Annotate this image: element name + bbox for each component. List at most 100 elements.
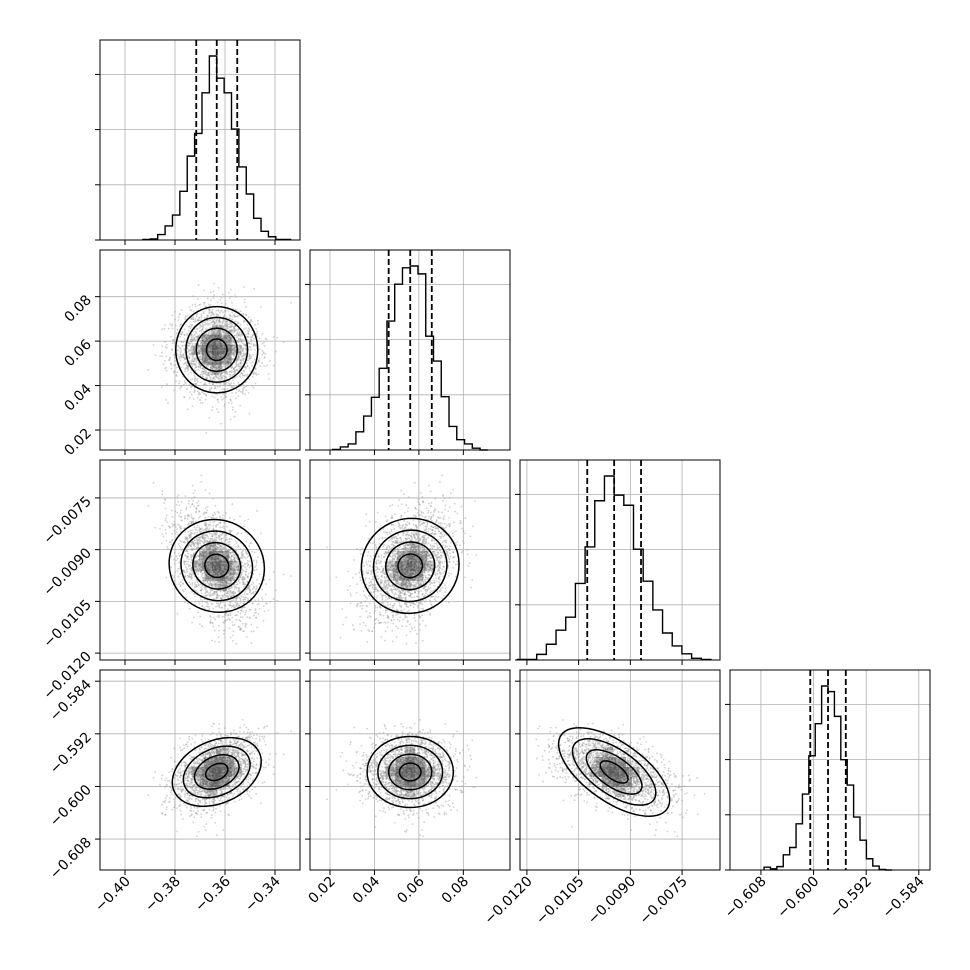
sample-point [221,581,224,584]
sample-point [207,314,210,317]
density-block [201,334,212,345]
sample-point [425,550,428,553]
sample-point [214,340,217,343]
sample-point [213,539,216,541]
sample-point [198,546,200,549]
sample-point [216,373,219,376]
sample-point [216,357,219,360]
sample-point [424,554,427,556]
sample-point [441,568,443,571]
sample-point [407,563,409,566]
sample-point [182,590,185,593]
sample-point [250,592,253,595]
sample-point [223,578,226,581]
sample-point [218,629,221,632]
sample-point [224,563,227,566]
sample-point [247,587,249,589]
sample-point [222,561,225,564]
sample-point [228,336,231,339]
sample-point [186,563,188,565]
sample-point [241,374,244,377]
sample-point [187,556,189,558]
sample-point [201,328,204,331]
contour-line [168,518,266,613]
sample-point [199,350,202,353]
sample-point [197,564,200,567]
sample-point [382,614,385,617]
sample-point [196,561,198,564]
sample-point [226,332,229,335]
sample-point [232,341,235,343]
sample-point [417,565,420,568]
sample-point [224,333,227,336]
sample-point [412,581,415,584]
sample-point [210,552,213,555]
sample-point [246,373,249,376]
sample-point [204,382,207,384]
sample-point [207,334,210,337]
sample-point [190,545,193,548]
sample-point [220,537,223,540]
sample-point [186,332,188,335]
sample-point [166,383,168,385]
sample-point [191,336,193,339]
sample-point [237,381,240,384]
sample-point [208,523,210,526]
sample-point [196,531,199,534]
sample-point [219,566,221,569]
sample-point [237,354,240,357]
sample-point [245,593,248,595]
sample-point [222,537,225,540]
sample-point [193,359,196,361]
sample-point [220,559,222,562]
sample-point [238,604,241,607]
sample-point [261,588,264,591]
sample-point [224,594,226,596]
sample-point [199,528,202,531]
sample-point [221,581,224,584]
sample-point [424,559,427,562]
sample-point [209,319,211,322]
sample-point [214,360,217,363]
sample-point [214,342,217,345]
sample-point [239,362,242,364]
sample-point [231,316,234,318]
sample-point [187,365,190,368]
sample-point [222,325,225,328]
sample-point [203,340,206,343]
sample-point [183,570,185,573]
sample-point [212,564,215,567]
sample-point [240,362,243,364]
sample-point [204,336,207,339]
sample-point [204,371,207,374]
sample-point [199,402,202,404]
sample-point [230,386,233,389]
sample-point [228,604,231,606]
sample-point [230,366,233,369]
sample-point [208,336,211,339]
sample-point [218,559,221,561]
sample-point [220,598,223,601]
sample-point [282,341,285,344]
sample-point [409,573,412,576]
sample-point [201,540,204,543]
sample-point [208,416,211,419]
sample-point [229,375,232,378]
sample-point [225,552,228,555]
sample-point [214,335,217,338]
sample-point [216,584,218,587]
sample-point [189,338,192,341]
sample-point [228,373,231,376]
sample-point [216,558,219,560]
sample-point [188,536,191,539]
sample-point [196,501,198,504]
sample-point [209,552,211,555]
sample-point [247,332,250,335]
sample-point [243,576,246,579]
sample-point [187,502,190,505]
sample-point [206,505,209,508]
sample-point [188,353,191,355]
sample-point [212,539,215,542]
sample-point [214,558,217,561]
sample-point [244,611,247,614]
